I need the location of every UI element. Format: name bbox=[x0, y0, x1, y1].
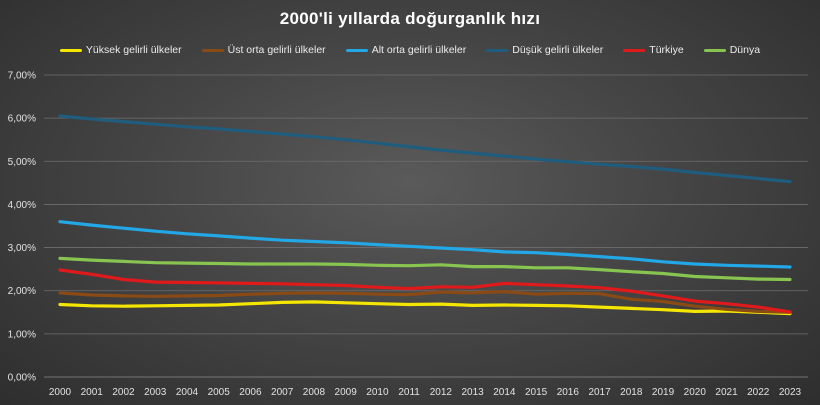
x-tick-label: 2010 bbox=[366, 387, 389, 398]
x-tick-label: 2016 bbox=[557, 387, 580, 398]
series-line bbox=[58, 268, 792, 314]
x-tick-label: 2005 bbox=[208, 387, 231, 398]
x-tick-label: 2023 bbox=[779, 387, 802, 398]
x-tick-label: 2002 bbox=[112, 387, 135, 398]
y-tick-label: 6,00% bbox=[8, 114, 36, 125]
series-line bbox=[58, 256, 792, 282]
x-tick-label: 2022 bbox=[747, 387, 770, 398]
legend-label: Türkiye bbox=[649, 44, 684, 56]
x-tick-label: 2004 bbox=[176, 387, 199, 398]
x-tick-label: 2009 bbox=[335, 387, 358, 398]
legend-item: Yüksek gelirli ülkeler bbox=[59, 44, 182, 56]
x-tick-label: 2007 bbox=[271, 387, 294, 398]
legend-swatch bbox=[345, 48, 368, 52]
x-tick-label: 2012 bbox=[430, 387, 453, 398]
y-tick-label: 4,00% bbox=[8, 200, 36, 211]
x-tick-label: 2014 bbox=[493, 387, 516, 398]
x-tick-label: 2006 bbox=[239, 387, 262, 398]
y-tick-label: 2,00% bbox=[8, 286, 36, 297]
legend-item: Türkiye bbox=[623, 44, 684, 56]
y-tick-label: 7,00% bbox=[8, 71, 36, 82]
x-tick-label: 2019 bbox=[652, 387, 675, 398]
x-tick-label: 2011 bbox=[398, 387, 420, 398]
legend-swatch bbox=[59, 48, 82, 52]
legend-label: Alt orta gelirli ülkeler bbox=[371, 44, 467, 56]
series-line bbox=[58, 220, 792, 269]
y-tick-label: 1,00% bbox=[8, 329, 36, 340]
y-tick-label: 0,00% bbox=[8, 373, 36, 384]
x-tick-label: 2000 bbox=[49, 387, 72, 398]
legend-label: Üst orta gelirli ülkeler bbox=[227, 44, 326, 56]
chart-title: 2000'li yıllarda doğurganlık hızı bbox=[279, 9, 541, 28]
legend: Yüksek gelirli ülkeler Üst orta gelirli ü… bbox=[0, 44, 820, 56]
x-tick-label: 2008 bbox=[303, 387, 326, 398]
legend-item: Dünya bbox=[703, 44, 761, 56]
x-tick-label: 2001 bbox=[81, 387, 104, 398]
series-line bbox=[58, 300, 792, 316]
legend-label: Yüksek gelirli ülkeler bbox=[85, 44, 182, 56]
legend-swatch bbox=[703, 48, 726, 52]
y-tick-label: 5,00% bbox=[8, 157, 36, 168]
legend-label: Dünya bbox=[729, 44, 761, 56]
series-line bbox=[58, 290, 792, 314]
legend-swatch bbox=[201, 48, 224, 52]
x-tick-label: 2021 bbox=[715, 387, 738, 398]
x-tick-label: 2015 bbox=[525, 387, 548, 398]
legend-swatch bbox=[486, 48, 509, 52]
series-line bbox=[58, 114, 792, 184]
x-tick-label: 2020 bbox=[684, 387, 707, 398]
x-tick-label: 2017 bbox=[588, 387, 611, 398]
x-tick-label: 2018 bbox=[620, 387, 643, 398]
legend-label: Düşük gelirli ülkeler bbox=[512, 44, 604, 56]
y-tick-label: 3,00% bbox=[8, 243, 36, 254]
x-tick-label: 2003 bbox=[144, 387, 167, 398]
legend-item: Düşük gelirli ülkeler bbox=[486, 44, 603, 56]
legend-item: Alt orta gelirli ülkeler bbox=[345, 44, 467, 56]
x-tick-label: 2013 bbox=[461, 387, 484, 398]
legend-swatch bbox=[623, 48, 646, 52]
legend-item: Üst orta gelirli ülkeler bbox=[201, 44, 326, 56]
